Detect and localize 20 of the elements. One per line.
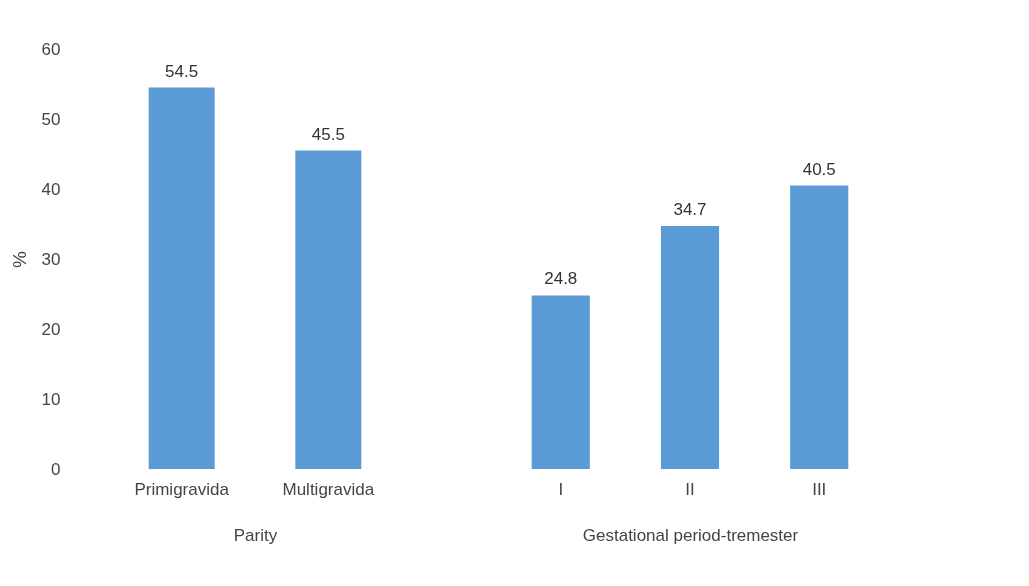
y-tick-label: 0 (51, 459, 61, 479)
y-tick-label: 40 (41, 179, 61, 199)
y-tick-label: 30 (41, 249, 61, 269)
data-label: 45.5 (311, 124, 345, 144)
data-label: 34.7 (673, 200, 707, 220)
x-tick-label: III (812, 479, 827, 499)
x-tick-label: II (685, 479, 695, 499)
y-tick-label: 50 (41, 109, 61, 129)
x-tick-label: Primigravida (134, 479, 230, 499)
y-tick-label: 20 (41, 319, 61, 339)
data-label: 24.8 (544, 269, 578, 289)
x-tick-label: Multigravida (282, 479, 375, 499)
x-axis-title: Gestational period-tremester (582, 525, 799, 545)
y-tick-label: 10 (41, 389, 61, 409)
y-axis-title: % (8, 250, 30, 268)
y-tick-label: 60 (41, 39, 61, 59)
x-tick-label: I (558, 479, 564, 499)
data-label: 54.5 (165, 61, 199, 81)
data-label: 40.5 (802, 159, 836, 179)
x-axis-title: Parity (233, 525, 278, 545)
